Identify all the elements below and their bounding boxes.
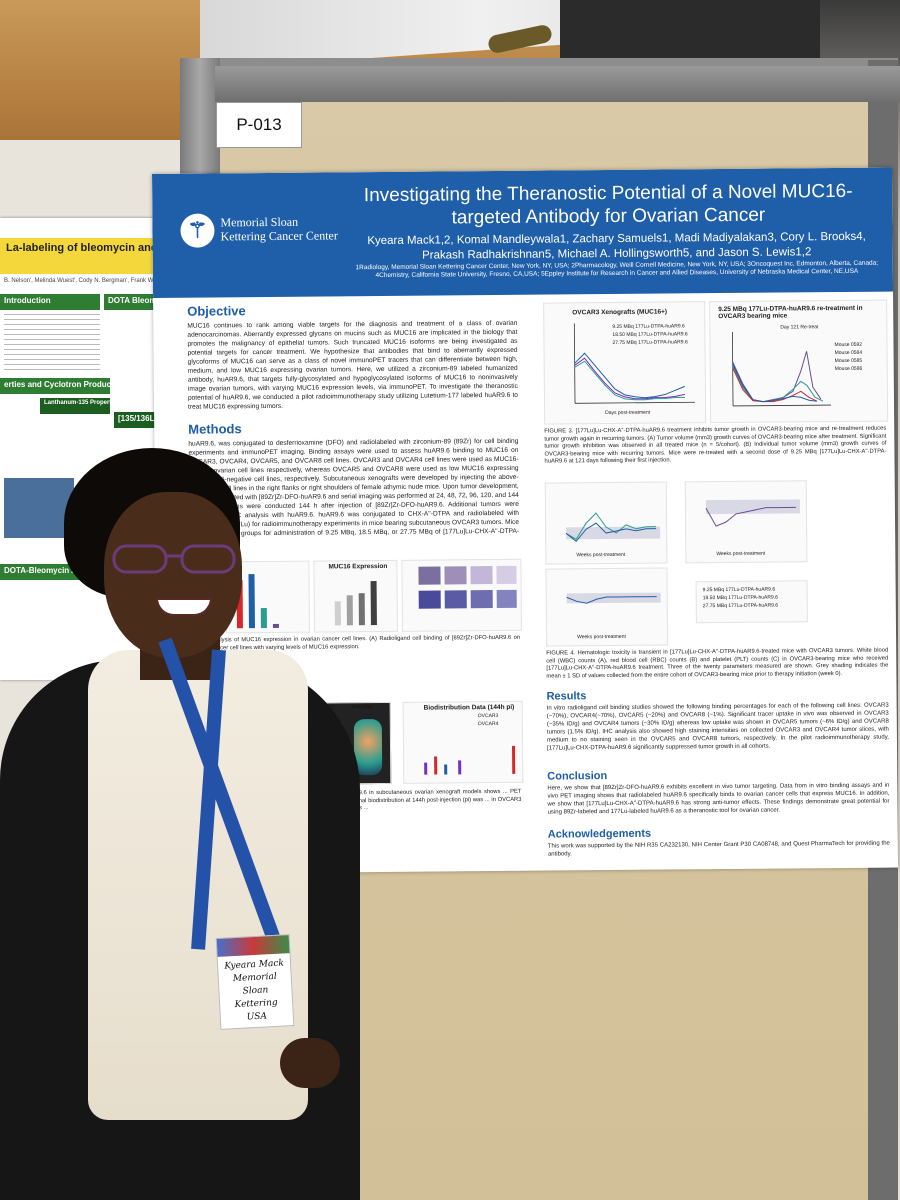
results-heading: Results bbox=[546, 690, 587, 703]
objective-text: MUC16 continues to rank among viable tar… bbox=[187, 319, 518, 411]
glasses-icon bbox=[112, 544, 236, 574]
conclusion-text: Here, we show that [89Zr]Zr-DFO-huAR9.6 … bbox=[547, 782, 890, 816]
fig3a-legend-2775: 27.75 MBq 177Lu-DTPA-huAR9.6 bbox=[612, 339, 688, 346]
fig4b-platelet-chart: Weeks post-treatment bbox=[684, 480, 808, 564]
fig1-ihc-panel bbox=[401, 558, 523, 632]
name-badge: Kyeara Mack Memorial Sloan Kettering USA bbox=[215, 934, 295, 1030]
fig2-legend-ovcar3: OVCAR3 bbox=[477, 712, 499, 720]
fig2-legend: OVCAR3 OVCAR4 bbox=[478, 712, 499, 728]
neighbor-poster-head-intro: Introduction bbox=[0, 294, 100, 310]
badge-text: Kyeara Mack Memorial Sloan Kettering USA bbox=[222, 957, 289, 1025]
fig3b-legend-0584: Mouse 0584 bbox=[834, 349, 863, 357]
fig4c-xlabel: Weeks post-treatment bbox=[577, 633, 626, 641]
fig2-title: Biodistribution Data (144h pi) bbox=[423, 703, 515, 712]
neighbor-poster-head-cyclotron: erties and Cyclotron Production bbox=[0, 378, 110, 394]
fig4c-plot bbox=[566, 596, 657, 604]
poster-affiliations: 1Radiology, Memorial Sloan Kettering Can… bbox=[355, 259, 879, 280]
institution-name: Memorial Sloan Kettering Cancer Center bbox=[220, 214, 338, 244]
neighbor-poster-title: La-labeling of bleomycin and its radiola bbox=[0, 238, 165, 274]
person-hand bbox=[280, 1038, 340, 1088]
conclusion-heading: Conclusion bbox=[547, 770, 608, 783]
acknowledgements-text: This work was supported by the NIH R35 C… bbox=[547, 840, 890, 858]
fig4-caption: FIGURE 4. Hematologic toxicity is transi… bbox=[546, 647, 889, 680]
fig2-biodistribution-chart: Biodistribution Data (144h pi) OVCAR3 OV… bbox=[402, 700, 524, 784]
badge-banner bbox=[216, 935, 290, 957]
fig4-legend: 9.25 MBq 177Lu-DTPA-huAR9.6 18.50 MBq 17… bbox=[695, 580, 808, 624]
poster-header: ⚚ Memorial Sloan Kettering Cancer Center… bbox=[152, 167, 894, 298]
fig4b-plot bbox=[705, 506, 796, 527]
msk-logo-icon: ⚚ bbox=[180, 213, 215, 248]
fig4-legend-2775: 27.75 MBq 177Lu-DTPA-huAR9.6 bbox=[702, 602, 779, 610]
methods-heading: Methods bbox=[188, 421, 242, 437]
person-face bbox=[104, 492, 242, 658]
fig2-image-label-ovcar4: OVCAR4 bbox=[351, 704, 373, 711]
neighbor-poster-head-dota: DOTA Bleom bbox=[104, 294, 165, 310]
fig3b-legend-0592: Mouse 0592 bbox=[834, 341, 863, 349]
badge-institution: Memorial Sloan Kettering bbox=[232, 971, 278, 1011]
neighbor-poster-text-lines bbox=[4, 314, 100, 374]
board-number-label: P-013 bbox=[216, 102, 302, 148]
fig3b-retreatment-chart: 9.25 MBq 177Lu-DTPA-huAR9.6 re-treatment… bbox=[709, 299, 889, 424]
neighbor-poster-authors: B. Nelson', Melinda Wuest', Cody N. Berg… bbox=[4, 278, 157, 284]
results-text: In vitro radioligand cell binding studie… bbox=[546, 702, 889, 752]
fig3a-tumor-growth-chart: OVCAR3 Xenografts (MUC16+) 9.25 MBq 177L… bbox=[543, 301, 707, 425]
fig4b-xlabel: Weeks post-treatment bbox=[716, 550, 766, 558]
fig3a-plot bbox=[573, 323, 696, 404]
fig4c-rbc-chart: Weeks post-treatment bbox=[545, 567, 669, 647]
fig1-expression-chart: MUC16 Expression bbox=[313, 559, 399, 633]
poster-authors: Kyeara Mack1,2, Komal Mandleywala1, Zach… bbox=[367, 230, 866, 262]
fig3b-legend-0585: Mouse 0585 bbox=[834, 357, 863, 365]
neighbor-poster-mini-head: [135/136La]-DO bbox=[114, 412, 165, 428]
fig3b-legend: Mouse 0592 Mouse 0584 Mouse 0585 Mouse 0… bbox=[834, 341, 862, 373]
fig3b-legend-0586: Mouse 0586 bbox=[834, 365, 863, 373]
fig4-legend-items: 9.25 MBq 177Lu-DTPA-huAR9.6 18.50 MBq 17… bbox=[703, 586, 778, 611]
board-top-rail bbox=[215, 66, 900, 102]
neighbor-poster-head-assay: DOTA-Bleomycin AS bbox=[0, 564, 90, 580]
objective-heading: Objective bbox=[187, 303, 246, 319]
fig3b-plot bbox=[732, 331, 832, 407]
fig2-legend-ovcar4: OVCAR4 bbox=[477, 720, 499, 728]
fig3a-xlabel: Days post-treatment bbox=[605, 409, 651, 417]
neighbor-poster-photo bbox=[4, 478, 74, 538]
acknowledgements-heading: Acknowledgements bbox=[547, 827, 652, 841]
fig1-title: MUC16 Expression bbox=[328, 562, 388, 571]
fig3-caption: FIGURE 3. [177Lu]Lu-CHX-A''-DTPA-huAR9.6… bbox=[544, 425, 887, 465]
neighbor-poster-table-head: Lanthanum-135 Properties bbox=[40, 398, 110, 414]
fig4a-plot bbox=[565, 512, 657, 543]
poster-title: Investigating the Theranostic Potential … bbox=[363, 180, 853, 229]
fig3a-legend: 9.25 MBq 177Lu-DTPA-huAR9.6 18.50 MBq 17… bbox=[612, 322, 687, 347]
research-poster: ⚚ Memorial Sloan Kettering Cancer Center… bbox=[152, 167, 899, 874]
fig4a-wbc-chart: Weeks post-treatment bbox=[544, 481, 668, 565]
fig4a-xlabel: Weeks post-treatment bbox=[576, 551, 626, 559]
